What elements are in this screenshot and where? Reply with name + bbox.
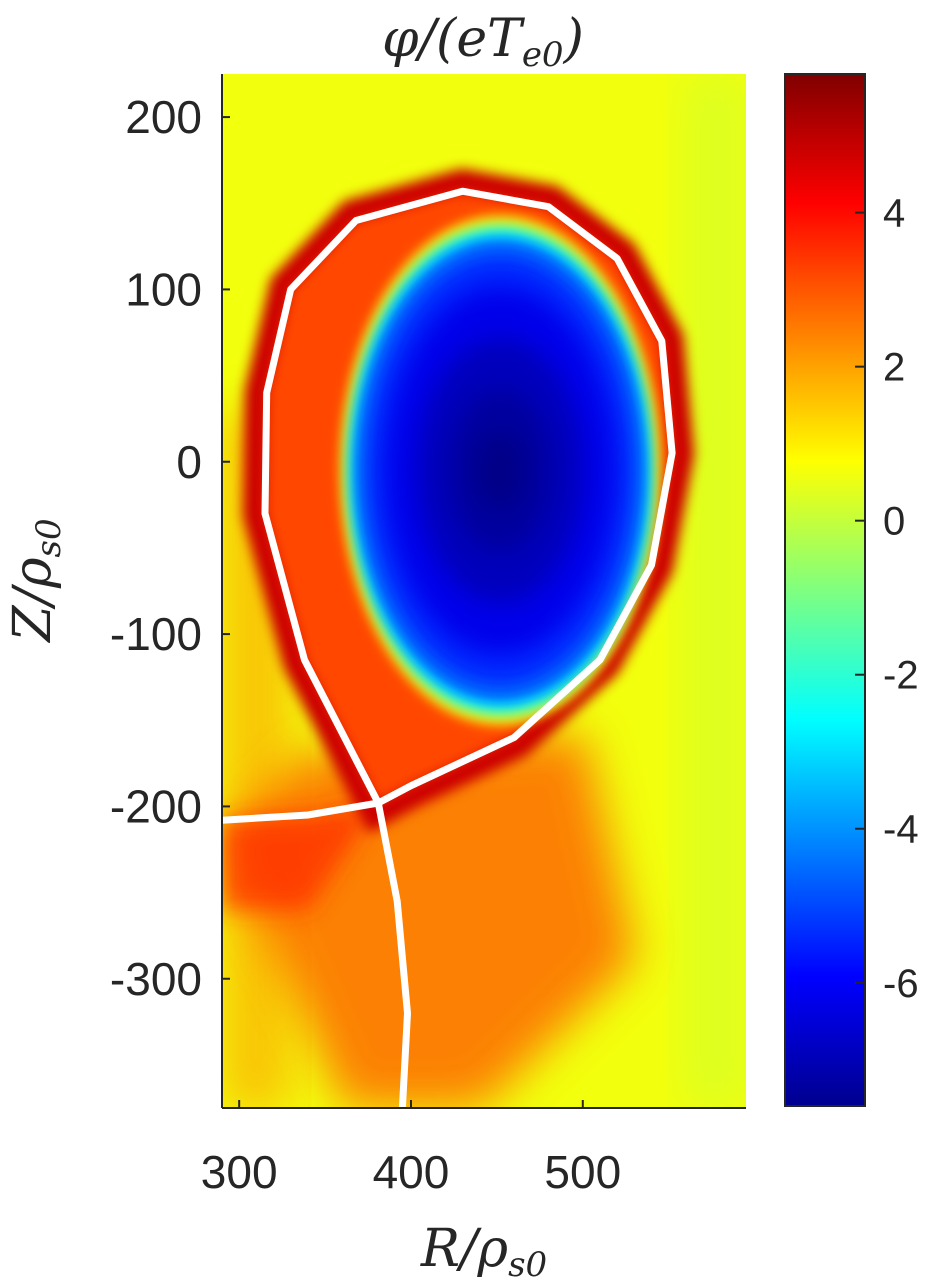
- separatrix: [222, 187, 676, 1108]
- title-sub: e0: [522, 35, 564, 75]
- y-tick-label: -200: [110, 780, 202, 832]
- colorbar-tick-label: 0: [883, 500, 905, 544]
- heatmap-cool-region: [685, 74, 746, 1108]
- y-axis-label-sub: s0: [29, 518, 69, 557]
- x-axis-label-main: R/ρ: [420, 1219, 509, 1279]
- colorbar-ticks: 4 2 0 -2 -4 -6: [855, 192, 919, 1006]
- y-tick-label: 0: [176, 436, 202, 488]
- heatmap-inner-leg-region: [222, 803, 379, 910]
- separatrix-outer-leg: [374, 802, 412, 1108]
- y-tick-label: 200: [125, 91, 202, 143]
- y-tick-label: -300: [110, 953, 202, 1005]
- title-main: φ/(eT: [382, 9, 525, 69]
- colorbar-gradient: [784, 73, 866, 1107]
- separatrix-core-line: [261, 187, 676, 807]
- chart-title: φ/(eTe0): [382, 9, 584, 75]
- y-axis-label: Z/ρs0: [3, 518, 69, 643]
- colorbar: 4 2 0 -2 -4 -6: [784, 73, 919, 1107]
- colorbar-tick-label: -6: [883, 962, 919, 1006]
- title-close: ): [563, 9, 584, 69]
- y-tick-label: 100: [125, 263, 202, 315]
- x-axis-label: R/ρs0: [420, 1219, 547, 1283]
- x-axis-ticks: 300 400 500: [201, 1100, 621, 1198]
- x-tick-label: 300: [201, 1146, 278, 1198]
- colorbar-tick-label: 2: [883, 346, 905, 390]
- y-tick-label: -100: [110, 608, 202, 660]
- x-tick-label: 500: [544, 1146, 621, 1198]
- y-axis-ticks: 200 100 0 -100 -200 -300: [110, 91, 230, 1005]
- x-axis-label-sub: s0: [508, 1245, 547, 1283]
- plot-area: 300 400 500 200 100 0 -100 -200 -300: [110, 74, 746, 1198]
- colorbar-tick-label: 4: [883, 192, 905, 236]
- heatmap-core-level: [476, 432, 525, 509]
- x-tick-label: 400: [373, 1146, 450, 1198]
- separatrix-inner-leg: [222, 799, 379, 824]
- y-axis-label-main: Z/ρ: [3, 557, 63, 644]
- colorbar-tick-label: -4: [883, 808, 919, 852]
- colorbar-tick-label: -2: [883, 654, 919, 698]
